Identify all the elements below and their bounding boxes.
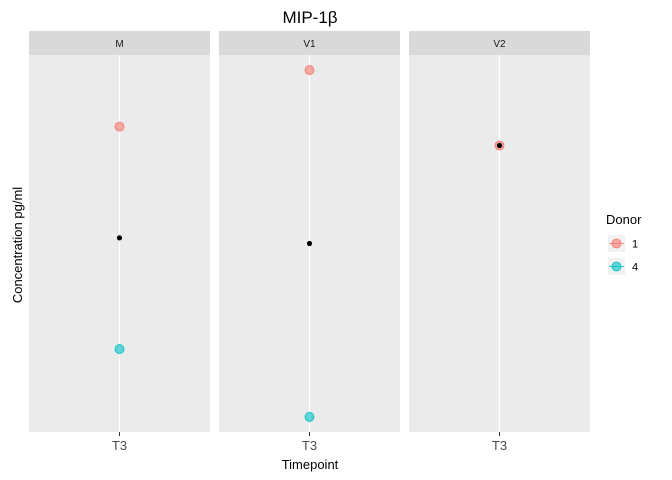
facet-panels: M T3 V1 T3 V2 T3 (29, 31, 590, 453)
legend-key-1: 1 (608, 235, 638, 252)
legend-label: 1 (632, 239, 638, 251)
facet-strip-label: M (115, 39, 123, 50)
chart-title: MIP-1β (282, 8, 337, 27)
legend-label: 4 (632, 262, 638, 274)
facet-strip-label: V1 (303, 39, 316, 50)
data-point-donor-1 (304, 65, 315, 75)
summary-point (116, 235, 123, 241)
legend-key-4: 4 (608, 258, 638, 275)
legend-title: Donor (606, 212, 642, 227)
data-point-donor-4 (304, 412, 315, 422)
facet-strip (219, 31, 400, 55)
facet-panel-V2: V2 T3 (409, 31, 590, 453)
facet-panel-V1: V1 T3 (219, 31, 400, 453)
y-axis-title: Concentration pg/ml (10, 187, 25, 303)
facet-strip (409, 31, 590, 55)
x-tick-label: T3 (492, 438, 507, 453)
facet-strip (29, 31, 210, 55)
summary-point (306, 240, 313, 247)
facet-panel-M: M T3 (29, 31, 210, 453)
x-tick-label: T3 (302, 438, 317, 453)
legend-key-symbol (611, 261, 622, 272)
data-point-donor-1 (114, 121, 125, 132)
facet-strip-label: V2 (493, 39, 506, 50)
legend: Donor 14 (606, 212, 642, 275)
legend-key-symbol (611, 238, 622, 249)
x-tick-label: T3 (112, 438, 127, 453)
summary-point (496, 142, 503, 149)
legend-keys: 14 (608, 235, 638, 275)
data-point-donor-4 (114, 344, 125, 354)
x-axis-title: Timepoint (282, 457, 339, 472)
